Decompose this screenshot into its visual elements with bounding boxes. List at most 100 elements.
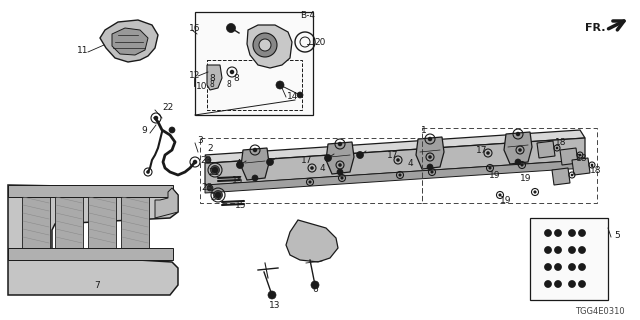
- Text: 6: 6: [312, 285, 318, 294]
- Bar: [8, 248, 173, 260]
- Polygon shape: [504, 132, 532, 164]
- Circle shape: [515, 159, 521, 165]
- Circle shape: [214, 190, 223, 199]
- Circle shape: [311, 281, 319, 289]
- Text: 22: 22: [162, 102, 173, 111]
- Polygon shape: [416, 137, 444, 169]
- Text: 14: 14: [287, 92, 298, 100]
- Bar: [207, 60, 302, 110]
- Polygon shape: [572, 158, 590, 175]
- Text: 18: 18: [576, 154, 588, 163]
- Polygon shape: [560, 148, 578, 165]
- Circle shape: [237, 162, 243, 169]
- Circle shape: [253, 33, 277, 57]
- Circle shape: [215, 192, 221, 198]
- Text: 4: 4: [235, 158, 241, 167]
- Text: 8: 8: [227, 79, 232, 89]
- Text: 13: 13: [269, 300, 281, 309]
- Bar: [530, 218, 608, 300]
- Text: 1: 1: [421, 125, 427, 134]
- Circle shape: [427, 164, 433, 170]
- Text: 19: 19: [500, 196, 511, 204]
- Circle shape: [571, 174, 573, 176]
- Circle shape: [545, 229, 552, 236]
- Bar: [195, 12, 313, 115]
- Text: 18: 18: [555, 138, 566, 147]
- Circle shape: [568, 229, 575, 236]
- Bar: [8, 185, 173, 197]
- Text: 15: 15: [232, 175, 243, 185]
- Text: 23: 23: [202, 182, 213, 191]
- Circle shape: [230, 70, 234, 74]
- Circle shape: [499, 193, 502, 196]
- Circle shape: [310, 166, 314, 170]
- Polygon shape: [247, 25, 292, 68]
- Polygon shape: [121, 195, 149, 250]
- Circle shape: [399, 173, 401, 177]
- Polygon shape: [55, 195, 83, 250]
- Circle shape: [579, 246, 586, 253]
- Circle shape: [533, 190, 536, 194]
- Circle shape: [545, 246, 552, 253]
- Circle shape: [340, 176, 344, 180]
- Circle shape: [488, 166, 492, 170]
- Text: 11: 11: [77, 45, 88, 54]
- Text: 21: 21: [209, 167, 220, 177]
- Polygon shape: [241, 148, 269, 180]
- Circle shape: [396, 158, 400, 162]
- Polygon shape: [155, 188, 178, 218]
- Circle shape: [579, 154, 581, 156]
- Circle shape: [212, 70, 217, 74]
- Text: 3: 3: [197, 135, 203, 145]
- Circle shape: [207, 185, 213, 191]
- Circle shape: [554, 281, 561, 287]
- Polygon shape: [537, 141, 555, 158]
- Circle shape: [554, 263, 561, 270]
- Polygon shape: [88, 195, 116, 250]
- Circle shape: [545, 263, 552, 270]
- Polygon shape: [100, 20, 158, 62]
- Circle shape: [324, 155, 332, 162]
- Polygon shape: [552, 168, 570, 185]
- Circle shape: [428, 137, 432, 141]
- Circle shape: [308, 180, 312, 184]
- Text: 8: 8: [210, 79, 214, 89]
- Polygon shape: [205, 160, 585, 193]
- Text: 4: 4: [319, 164, 325, 172]
- Circle shape: [276, 81, 284, 89]
- Circle shape: [253, 148, 257, 152]
- Circle shape: [356, 151, 364, 158]
- Text: 4: 4: [407, 158, 413, 167]
- Polygon shape: [112, 28, 148, 55]
- Text: 20: 20: [314, 37, 325, 46]
- Circle shape: [227, 23, 236, 33]
- Circle shape: [338, 163, 342, 167]
- Circle shape: [516, 132, 520, 136]
- Circle shape: [297, 92, 303, 98]
- Text: 15: 15: [235, 201, 246, 210]
- Circle shape: [554, 246, 561, 253]
- Text: 23: 23: [200, 156, 212, 164]
- Text: TGG4E0310: TGG4E0310: [575, 308, 625, 316]
- Text: 7: 7: [94, 281, 100, 290]
- Circle shape: [338, 142, 342, 146]
- Circle shape: [205, 157, 211, 163]
- Circle shape: [520, 164, 524, 167]
- Bar: [200, 138, 422, 203]
- Text: 17: 17: [476, 146, 487, 155]
- Circle shape: [428, 155, 432, 159]
- Circle shape: [259, 39, 271, 51]
- Polygon shape: [326, 142, 354, 174]
- Circle shape: [554, 229, 561, 236]
- Text: 16: 16: [189, 23, 201, 33]
- Circle shape: [568, 246, 575, 253]
- Circle shape: [591, 164, 593, 166]
- Circle shape: [268, 291, 276, 299]
- Text: 18: 18: [590, 165, 602, 174]
- Text: 19: 19: [520, 173, 531, 182]
- Polygon shape: [205, 138, 585, 185]
- Polygon shape: [205, 130, 585, 163]
- Circle shape: [486, 151, 490, 155]
- Text: 17: 17: [301, 156, 312, 164]
- Circle shape: [545, 281, 552, 287]
